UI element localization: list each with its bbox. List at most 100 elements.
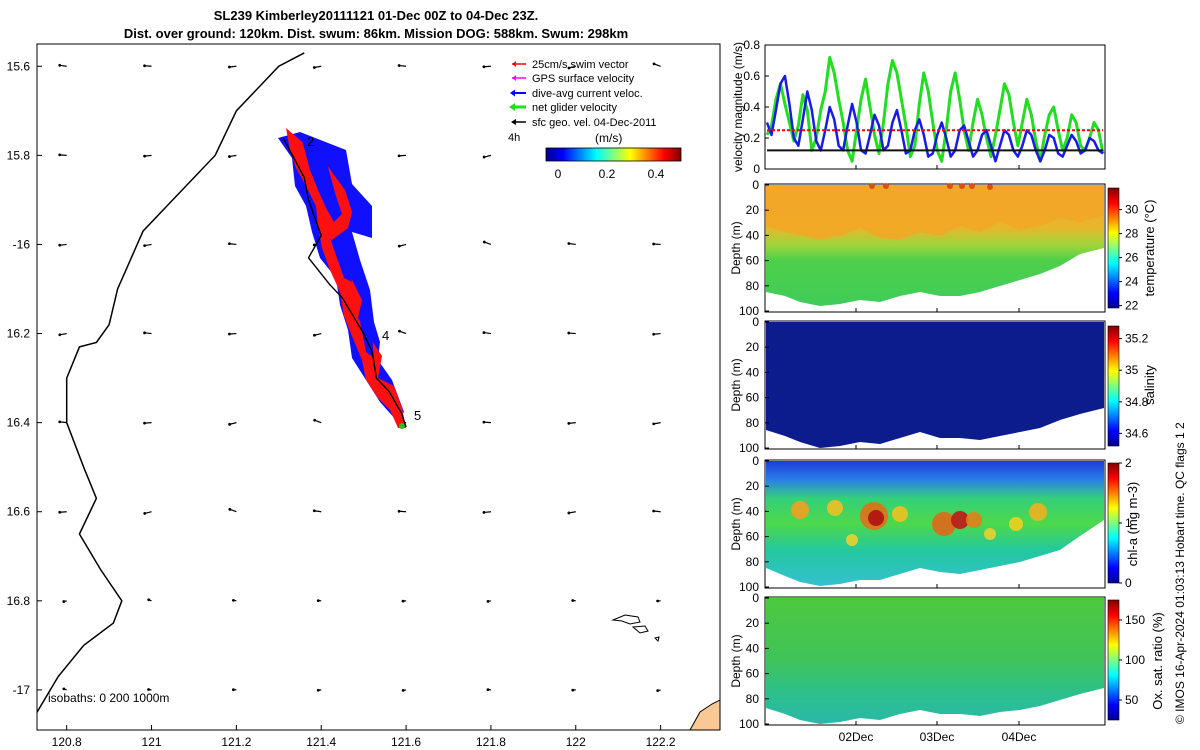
salinity-y-tick-2: 40	[746, 365, 760, 379]
geo-vector-head	[571, 599, 575, 602]
map-y-tick-0: 15.6	[7, 59, 31, 73]
geo-vector-head	[316, 688, 320, 692]
net-velocity-marker	[399, 423, 405, 429]
temperature-hotspot	[869, 183, 875, 189]
map-y-tick-1: 15.8	[7, 148, 31, 162]
oxygen-y-tick-3: 60	[746, 667, 760, 681]
oxygen-colorbar-ticks: 50 100 150	[1119, 613, 1145, 707]
geo-vector-head	[147, 688, 150, 691]
glider-track	[282, 137, 407, 428]
track-label-4: 4	[382, 328, 389, 343]
legend-gps: GPS surface velocity	[532, 73, 635, 85]
time-x-tick-2: 04Dec	[1002, 730, 1037, 744]
temperature-hotspot	[959, 183, 965, 189]
colorbar-units: (m/s)	[595, 131, 622, 145]
geo-vector-head	[228, 242, 231, 246]
geo-vector-head	[486, 688, 490, 691]
temperature-cb-tick-3: 28	[1125, 227, 1139, 241]
velocity-series-0	[765, 55, 1105, 163]
geo-vector-head	[231, 688, 235, 692]
legend-arrow-net	[509, 103, 515, 111]
track-map: 120.8 121 121.2 121.4 121.6 121.8 122 122.2 15.…	[7, 43, 721, 749]
temperature-y-tick-2: 40	[746, 228, 760, 242]
map-x-tick-3: 121.4	[306, 735, 336, 749]
geo-vector-head	[397, 154, 401, 158]
velocity-y-tick-3: 0.6	[743, 69, 760, 83]
geo-vector-head	[398, 329, 401, 333]
geo-vector-head	[316, 599, 320, 603]
map-colorbar-tick-1: 0.2	[599, 167, 616, 181]
oxygen-cb-tick-0: 50	[1125, 693, 1139, 707]
chla-y-tick-2: 40	[746, 504, 760, 518]
map-y-axis: 15.6 15.8 -16 16.2 16.4 16.6 16.8 -17	[7, 59, 42, 697]
temperature-cb-tick-4: 30	[1125, 203, 1139, 217]
geo-vector-head	[147, 598, 151, 602]
oxygen-y-tick-5: 100	[739, 717, 759, 731]
map-y-tick-5: 16.6	[7, 505, 31, 519]
island-outline	[611, 614, 660, 642]
legend-swim: 25cm/s swim vector	[532, 59, 629, 71]
geo-vector-head	[143, 421, 146, 425]
temperature-y-tick-4: 80	[746, 279, 760, 293]
geo-vector-head	[313, 418, 317, 422]
legend-arrow-dive	[510, 89, 515, 97]
temperature-hotspot	[969, 183, 975, 189]
legend-arrow-sfc	[511, 119, 516, 125]
chla-colorbar-ticks: 0 1 2	[1119, 456, 1132, 590]
geo-vector-head	[397, 64, 401, 67]
oxygen-colorbar	[1107, 599, 1120, 721]
geo-vector-head	[143, 331, 146, 335]
geo-vector-head	[143, 154, 146, 158]
temperature-ylabel: Depth (m)	[729, 221, 743, 274]
map-y-tick-4: 16.4	[7, 416, 31, 430]
chla-y-axis: 0 20 40 60 80 100	[739, 454, 769, 594]
track-swath	[278, 128, 406, 429]
velocity-y-tick-2: 0.4	[743, 100, 760, 114]
geo-vector-head	[228, 65, 231, 69]
side-note: © IMOS 16-Apr-2024 01:03:13 Hobart time.…	[1173, 422, 1187, 724]
temperature-hotspot	[987, 184, 993, 190]
map-colorbar-tick-2: 0.4	[648, 167, 665, 181]
map-colorbar	[545, 147, 682, 162]
temperature-cb-tick-2: 26	[1125, 251, 1139, 265]
oxygen-ylabel: Depth (m)	[729, 634, 743, 687]
temperature-y-axis: 0 20 40 60 80 100	[739, 178, 769, 318]
temperature-hotspot	[947, 183, 953, 189]
salinity-cb-tick-2: 35	[1125, 363, 1139, 377]
chla-blob	[892, 506, 908, 522]
chla-blob	[846, 534, 858, 546]
track-label-2: 2	[307, 134, 314, 149]
map-x-axis: 120.8 121 121.2 121.4 121.6 121.8 122 122.2	[52, 725, 676, 749]
temperature-colorbar	[1107, 187, 1120, 309]
geo-vector-head	[312, 66, 316, 69]
geo-vector-head	[652, 242, 656, 246]
salinity-colorbar	[1107, 325, 1120, 447]
chla-blob	[1009, 517, 1023, 531]
chla-blob	[932, 512, 956, 536]
oxygen-y-tick-2: 40	[746, 641, 760, 655]
map-frame	[36, 43, 721, 731]
map-x-tick-6: 122	[566, 735, 586, 749]
geo-vector-head	[482, 511, 486, 514]
geo-vector-head	[482, 155, 486, 159]
velocity-y-tick-4: 0.8	[743, 38, 760, 52]
time-x-tick-0: 02Dec	[839, 730, 874, 744]
map-y-tick-2: -16	[13, 237, 31, 251]
geo-vector-head	[652, 62, 656, 66]
temperature-y-tick-1: 20	[746, 203, 760, 217]
land-patch	[689, 699, 720, 730]
oxygen-cb-tick-1: 100	[1125, 653, 1145, 667]
salinity-panel: 0 20 40 60 80 100 34.6 34.8 35 35.2 Depth (m) sa…	[729, 315, 1157, 455]
salinity-ylabel: Depth (m)	[729, 358, 743, 411]
geo-vector-head	[62, 600, 66, 603]
geo-vector-head	[58, 420, 62, 424]
temperature-cblabel: temperature (°C)	[1142, 200, 1157, 297]
map-x-tick-2: 121.2	[221, 735, 251, 749]
chla-blob	[951, 511, 969, 529]
temperature-y-tick-5: 100	[739, 304, 759, 318]
chla-y-tick-0: 0	[752, 454, 759, 468]
geo-vector-head	[228, 155, 231, 158]
velocity-y-axis: 0 0.2 0.4 0.6 0.8	[743, 38, 769, 176]
